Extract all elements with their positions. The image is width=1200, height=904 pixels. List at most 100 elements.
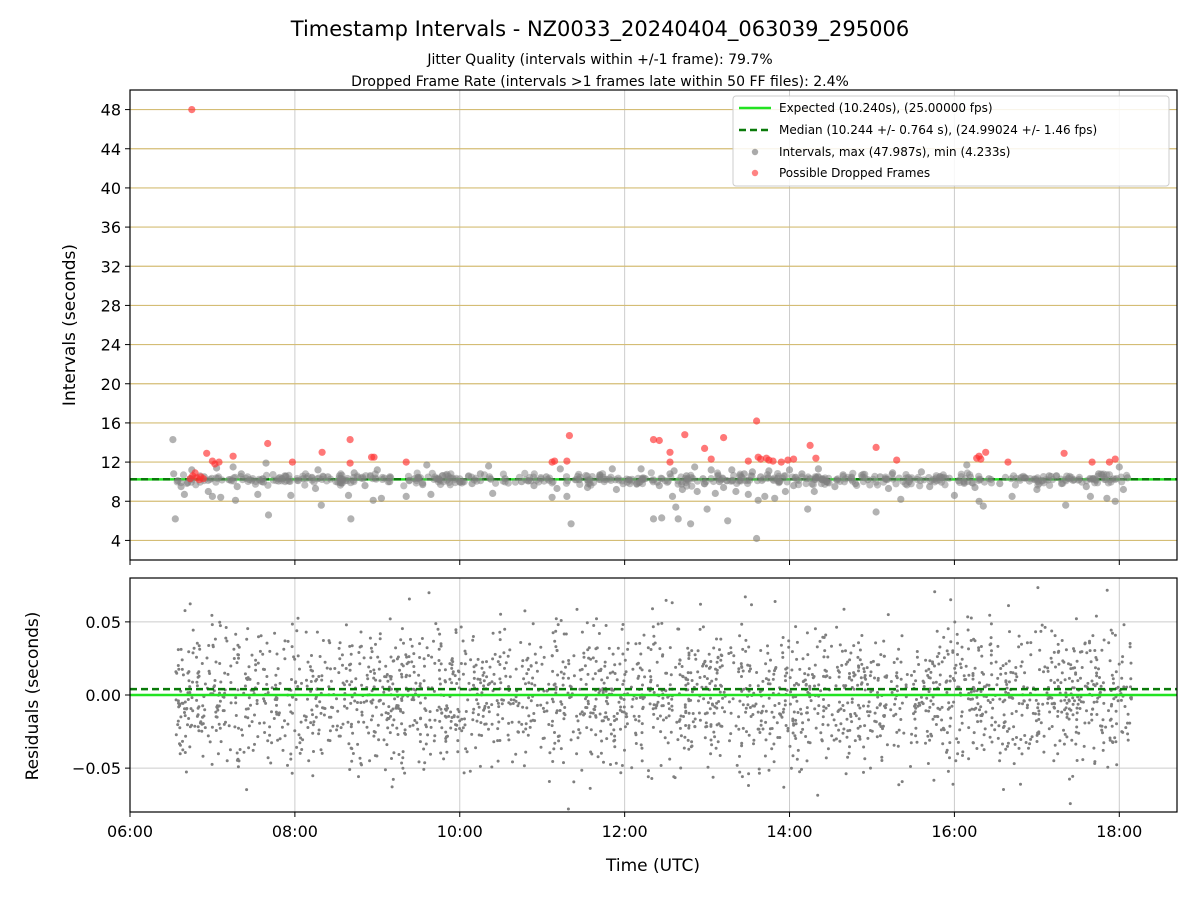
residual-point <box>599 669 602 672</box>
residual-point <box>764 662 767 665</box>
residual-point <box>1002 788 1005 791</box>
residual-point <box>1011 738 1014 741</box>
residual-point <box>291 712 294 715</box>
residual-point <box>755 671 758 674</box>
residual-point <box>1054 744 1057 747</box>
residual-point <box>225 640 228 643</box>
interval-point <box>753 535 760 542</box>
residual-point <box>348 768 351 771</box>
residual-point <box>546 701 549 704</box>
residual-point <box>782 708 785 711</box>
residual-point <box>767 682 770 685</box>
residual-point <box>530 665 533 668</box>
interval-point <box>648 469 655 476</box>
residual-point <box>821 723 824 726</box>
residual-point <box>1074 671 1077 674</box>
residual-point <box>717 740 720 743</box>
residual-point <box>989 736 992 739</box>
residual-point <box>670 705 673 708</box>
residual-point <box>1058 739 1061 742</box>
interval-point <box>720 484 727 491</box>
residual-point <box>281 726 284 729</box>
residual-point <box>492 632 495 635</box>
residual-point <box>295 746 298 749</box>
residual-point <box>175 733 178 736</box>
residual-point <box>740 623 743 626</box>
residual-point <box>902 732 905 735</box>
residual-point <box>525 659 528 662</box>
residual-point <box>432 640 435 643</box>
dropped-frame-point <box>563 458 570 465</box>
residual-point <box>961 722 964 725</box>
interval-point <box>609 465 616 472</box>
interval-point <box>232 497 239 504</box>
residual-point <box>524 682 527 685</box>
residual-point <box>237 657 240 660</box>
residual-point <box>1115 670 1118 673</box>
residual-point <box>356 743 359 746</box>
interval-point <box>318 502 325 509</box>
residual-point <box>606 696 609 699</box>
residual-point <box>952 783 955 786</box>
residual-point <box>844 649 847 652</box>
residual-point <box>267 691 270 694</box>
residual-point <box>426 646 429 649</box>
residual-point <box>411 645 414 648</box>
residual-point <box>371 715 374 718</box>
residual-point <box>769 659 772 662</box>
residual-point <box>1129 642 1132 645</box>
residual-point <box>937 663 940 666</box>
residual-point <box>494 653 497 656</box>
residual-point <box>589 751 592 754</box>
interval-point <box>815 465 822 472</box>
residual-point <box>708 682 711 685</box>
residual-point <box>687 671 690 674</box>
residual-point <box>426 733 429 736</box>
residual-point <box>226 759 229 762</box>
residual-point <box>1026 704 1029 707</box>
residual-point <box>583 656 586 659</box>
interval-point <box>918 468 925 475</box>
residual-point <box>300 721 303 724</box>
residual-point <box>609 723 612 726</box>
residual-point <box>1091 634 1094 637</box>
interval-point <box>262 460 269 467</box>
residual-point <box>769 727 772 730</box>
residual-point <box>1029 641 1032 644</box>
residual-point <box>418 656 421 659</box>
interval-point <box>1053 472 1060 479</box>
residual-point <box>296 685 299 688</box>
residual-point <box>195 656 198 659</box>
residual-point <box>378 660 381 663</box>
residual-point <box>372 735 375 738</box>
residual-point <box>275 704 278 707</box>
residual-point <box>565 633 568 636</box>
residual-point <box>681 665 684 668</box>
residual-point <box>1115 710 1118 713</box>
interval-point <box>367 472 374 479</box>
residual-point <box>305 715 308 718</box>
residual-point <box>185 771 188 774</box>
residual-point <box>998 759 1001 762</box>
residual-point <box>268 725 271 728</box>
residual-point <box>773 704 776 707</box>
residual-point <box>613 735 616 738</box>
residual-point <box>694 653 697 656</box>
residual-point <box>883 655 886 658</box>
residual-point <box>1036 586 1039 589</box>
residual-point <box>389 678 392 681</box>
residual-point <box>1028 742 1031 745</box>
residual-point <box>605 624 608 627</box>
residual-point <box>468 682 471 685</box>
residual-point <box>177 705 180 708</box>
residual-point <box>785 672 788 675</box>
residual-point <box>787 646 790 649</box>
residual-point <box>776 736 779 739</box>
residual-point <box>1066 702 1069 705</box>
residual-point <box>815 727 818 730</box>
residual-point <box>184 735 187 738</box>
residual-point <box>808 667 811 670</box>
residual-point <box>211 763 214 766</box>
residual-point <box>1097 667 1100 670</box>
